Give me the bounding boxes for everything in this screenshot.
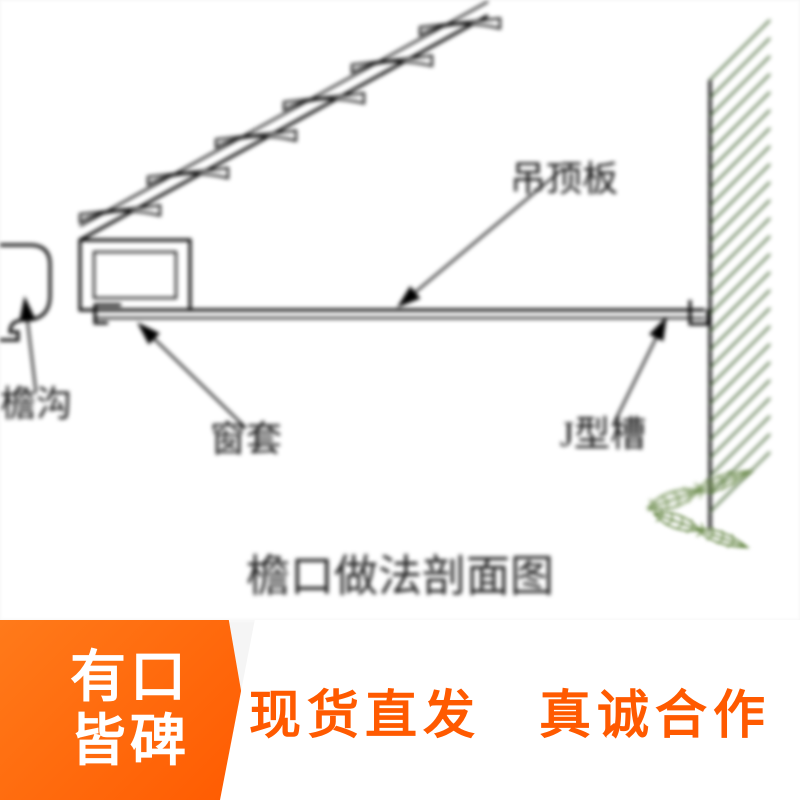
banner-right-item-2: 真诚合作: [539, 673, 771, 748]
banner-right-item-1: 现货直发: [249, 673, 481, 748]
promo-banner: 有口 皆碑 现货直发 真诚合作: [0, 620, 800, 800]
banner-left-line-1: 有口: [70, 646, 190, 710]
label-ceiling-board: 吊顶板: [510, 150, 618, 202]
label-j-channel: J型槽: [560, 405, 646, 457]
diagram-title: 檐口做法剖面图: [0, 540, 800, 604]
banner-left-badge: 有口 皆碑: [0, 620, 260, 800]
banner-right-area: 现货直发 真诚合作: [220, 620, 800, 800]
label-gutter: 檐沟: [0, 375, 72, 427]
banner-left-line-2: 皆碑: [70, 710, 190, 774]
label-window-trim: 窗套: [210, 410, 282, 462]
